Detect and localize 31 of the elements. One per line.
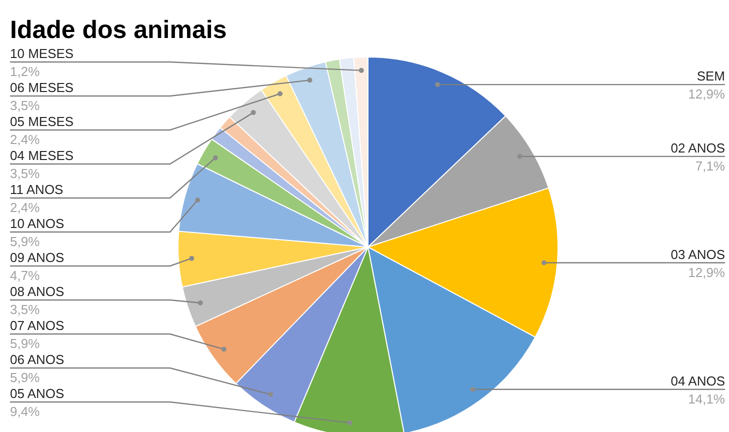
slice-label: 06 ANOS [10, 352, 65, 367]
data-label: 9,4% [10, 404, 40, 419]
data-label: 7,1% [695, 158, 726, 174]
data-label: 12,9% [688, 86, 726, 102]
slice-label: 08 ANOS [10, 284, 65, 299]
slice-label: 07 ANOS [10, 318, 65, 333]
data-label: 5,9% [10, 370, 40, 385]
slice-label: 06 MESES [10, 80, 74, 95]
data-label: 3,5% [10, 98, 40, 113]
slice-label: 05 MESES [10, 114, 74, 129]
slice-label: 02 ANOS [670, 140, 726, 156]
slice-label: 10 MESES [10, 46, 74, 61]
data-label: 3,5% [10, 166, 40, 181]
data-label: 1,2% [10, 64, 40, 79]
slice-label: 09 ANOS [10, 250, 65, 265]
data-label: 2,4% [10, 132, 40, 147]
slice-label: 03 ANOS [670, 246, 726, 262]
data-label: 4,7% [10, 268, 40, 283]
slice-label: SEM [696, 68, 725, 84]
slice-label: 11 ANOS [10, 182, 64, 197]
data-label: 12,9% [688, 264, 726, 280]
data-label: 5,9% [10, 234, 40, 249]
slice-label: 04 MESES [10, 148, 74, 163]
data-label: 2,4% [10, 200, 40, 215]
data-label: 5,9% [10, 336, 40, 351]
data-label: 14,1% [688, 391, 726, 406]
slice-label: 04 ANOS [670, 373, 726, 388]
data-label: 3,5% [10, 302, 40, 317]
slice-label: 10 ANOS [10, 216, 65, 231]
slice-label: 05 ANOS [10, 386, 65, 401]
chart-title: Idade dos animais [10, 16, 227, 44]
